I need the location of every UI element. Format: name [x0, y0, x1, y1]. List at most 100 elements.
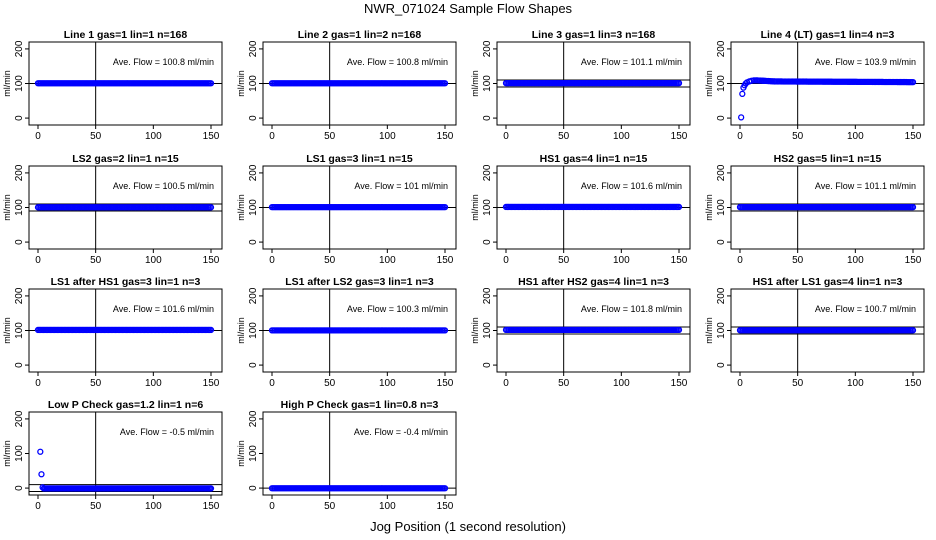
y-tick-label: 100: [248, 322, 259, 339]
y-tick-label: 200: [14, 164, 25, 181]
x-tick-label: 50: [90, 255, 102, 266]
panel-title: LS1 after HS1 gas=3 lin=1 n=3: [51, 276, 201, 288]
y-tick-label: 100: [248, 75, 259, 92]
data-point: [207, 485, 215, 492]
x-tick-label: 50: [324, 501, 336, 512]
x-tick-label: 100: [145, 255, 162, 266]
panel-title: HS1 gas=4 lin=1 n=15: [540, 153, 648, 165]
panel-title: HS2 gas=5 lin=1 n=15: [774, 153, 882, 165]
y-tick-label: 100: [14, 75, 25, 92]
x-tick-label: 150: [671, 131, 688, 142]
y-tick-label: 100: [248, 445, 259, 462]
y-tick-label: 100: [248, 199, 259, 216]
panel-9: LS1 after HS1 gas=3 lin=1 n=3 ml/min 0 50 10…: [2, 276, 223, 389]
x-tick-label: 150: [203, 378, 220, 389]
x-tick-label: 0: [503, 131, 509, 142]
y-axis-label: ml/min: [236, 194, 246, 221]
data-point: [441, 203, 449, 211]
y-tick-label: 200: [14, 287, 25, 304]
x-tick-label: 100: [145, 131, 162, 142]
panel-title: Line 4 (LT) gas=1 lin=4 n=3: [761, 29, 895, 41]
y-tick-label: 0: [716, 115, 727, 121]
panel-11: HS1 after HS2 gas=4 lin=1 n=3 ml/min 0 50 10…: [470, 276, 691, 389]
panel-annotation: Ave. Flow = -0.5 ml/min: [120, 427, 214, 437]
y-tick-label: 200: [716, 164, 727, 181]
y-tick-label: 0: [14, 362, 25, 368]
panel-4: Line 4 (LT) gas=1 lin=4 n=3 ml/min 0 50 100 1…: [704, 29, 925, 142]
x-tick-label: 150: [203, 501, 220, 512]
y-tick-label: 200: [248, 410, 259, 427]
panel-annotation: Ave. Flow = 103.9 ml/min: [815, 57, 916, 67]
x-tick-label: 100: [613, 131, 630, 142]
x-tick-label: 150: [905, 255, 922, 266]
y-axis-label: ml/min: [2, 70, 12, 97]
y-tick-label: 100: [14, 445, 25, 462]
y-tick-label: 200: [14, 410, 25, 427]
y-tick-label: 100: [716, 199, 727, 216]
y-tick-label: 0: [14, 115, 25, 121]
x-tick-label: 150: [905, 131, 922, 142]
panel-annotation: Ave. Flow = 101.1 ml/min: [581, 57, 682, 67]
panel-title: Line 2 gas=1 lin=2 n=168: [298, 29, 422, 41]
x-tick-label: 50: [558, 131, 570, 142]
panel-title: LS2 gas=2 lin=1 n=15: [72, 153, 179, 165]
panel-title: HS1 after LS1 gas=4 lin=1 n=3: [753, 276, 903, 288]
x-tick-label: 50: [792, 378, 804, 389]
x-tick-label: 50: [324, 378, 336, 389]
data-point: [37, 448, 44, 455]
panel-2: Line 2 gas=1 lin=2 n=168 ml/min 0 50 100 150 0…: [236, 29, 457, 142]
y-axis-label: ml/min: [470, 194, 480, 221]
panel-14: High P Check gas=1 lin=0.8 n=3 ml/min 0 50 1…: [236, 399, 457, 512]
panel-annotation: Ave. Flow = 100.7 ml/min: [815, 304, 916, 314]
plot-frame: [262, 411, 457, 496]
y-tick-label: 200: [14, 40, 25, 57]
x-tick-label: 100: [379, 255, 396, 266]
y-tick-label: 100: [482, 199, 493, 216]
x-tick-label: 150: [437, 501, 454, 512]
panel-7: HS1 gas=4 lin=1 n=15 ml/min 0 50 100 150 0 100 2…: [470, 153, 691, 266]
panel-3: Line 3 gas=1 lin=3 n=168 ml/min 0 50 100 150 0…: [470, 29, 691, 142]
panel-5: LS2 gas=2 lin=1 n=15 ml/min 0 50 100 150 0 100 2…: [2, 153, 223, 266]
data-point: [675, 203, 683, 211]
data-point: [207, 204, 215, 211]
x-tick-label: 0: [269, 378, 275, 389]
x-tick-label: 0: [737, 131, 743, 142]
panel-8: HS2 gas=5 lin=1 n=15 ml/min 0 50 100 150 0 100 2…: [704, 153, 925, 266]
x-tick-label: 100: [379, 501, 396, 512]
x-tick-label: 100: [379, 131, 396, 142]
y-tick-label: 100: [482, 75, 493, 92]
panel-12: HS1 after LS1 gas=4 lin=1 n=3 ml/min 0 50 10…: [704, 276, 925, 389]
y-tick-label: 0: [716, 362, 727, 368]
x-tick-label: 50: [90, 501, 102, 512]
panel-title: Line 1 gas=1 lin=1 n=168: [64, 29, 188, 41]
panel-title: Line 3 gas=1 lin=3 n=168: [532, 29, 656, 41]
x-tick-label: 150: [203, 255, 220, 266]
x-tick-label: 100: [847, 378, 864, 389]
y-tick-label: 100: [482, 322, 493, 339]
x-tick-label: 100: [613, 378, 630, 389]
panel-annotation: Ave. Flow = 101.1 ml/min: [815, 181, 916, 191]
panel-title: LS1 after LS2 gas=3 lin=1 n=3: [285, 276, 434, 288]
figure-x-axis-label: Jog Position (1 second resolution): [370, 519, 566, 534]
x-tick-label: 150: [437, 255, 454, 266]
y-axis-label: ml/min: [704, 194, 714, 221]
data-point: [739, 90, 746, 98]
panel-annotation: Ave. Flow = 100.3 ml/min: [347, 304, 448, 314]
y-tick-label: 0: [482, 239, 493, 245]
y-tick-label: 0: [248, 239, 259, 245]
panel-annotation: Ave. Flow = 100.5 ml/min: [113, 181, 214, 191]
x-tick-label: 0: [269, 255, 275, 266]
x-tick-label: 0: [269, 501, 275, 512]
panel-title: High P Check gas=1 lin=0.8 n=3: [281, 399, 439, 411]
y-tick-label: 100: [716, 322, 727, 339]
y-tick-label: 0: [248, 485, 259, 491]
x-tick-label: 0: [737, 378, 743, 389]
y-tick-label: 200: [716, 287, 727, 304]
x-tick-label: 0: [503, 255, 509, 266]
panel-annotation: Ave. Flow = 101.6 ml/min: [113, 304, 214, 314]
x-tick-label: 100: [613, 255, 630, 266]
y-tick-label: 200: [482, 164, 493, 181]
data-point: [441, 80, 449, 87]
data-point: [909, 203, 917, 211]
y-tick-label: 200: [248, 287, 259, 304]
